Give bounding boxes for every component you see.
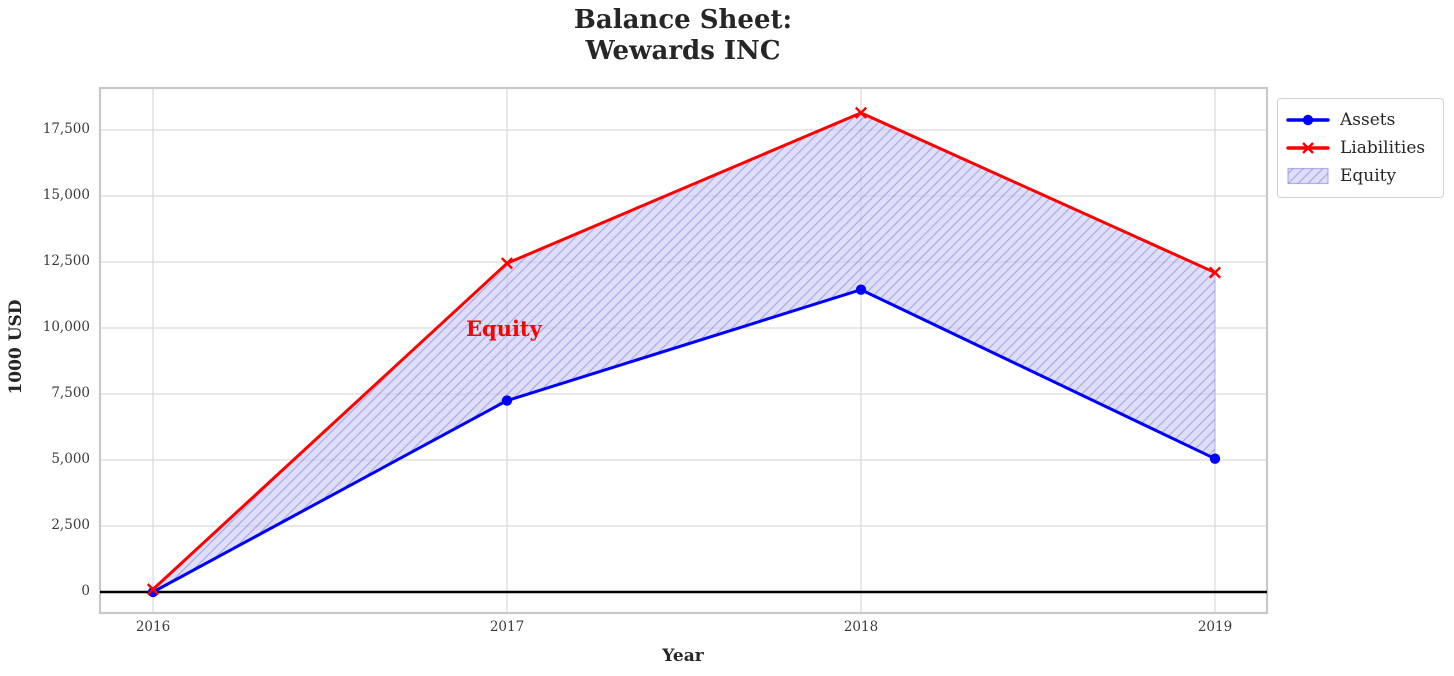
y-tick-label: 2,500 — [51, 517, 90, 533]
equity-fill-region — [152, 112, 1216, 593]
x-tick-label: 2016 — [135, 619, 171, 635]
y-tick-label: 15,000 — [42, 187, 90, 203]
x-axis-label: Year — [662, 646, 704, 666]
liabilities-marker-icon — [500, 257, 514, 270]
liabilities-marker-icon — [854, 106, 868, 119]
legend-label-assets: Assets — [1340, 110, 1396, 130]
chart-title: Balance Sheet: Wewards INC — [573, 5, 793, 66]
assets-marker-icon — [1209, 453, 1221, 464]
x-tick-label: 2018 — [843, 619, 879, 635]
equity-annotation: Equity — [466, 316, 542, 341]
y-axis-ticks: 0 2,500 5,000 7,500 10,000 12,500 15,000 17,500 — [0, 0, 90, 676]
assets-marker-icon — [147, 586, 159, 598]
y-tick-label: 17,500 — [42, 121, 90, 137]
legend: Assets Liabilities Equity — [1277, 98, 1444, 198]
y-tick-label: 12,500 — [42, 253, 90, 269]
assets-line-swatch-icon — [1286, 114, 1330, 126]
assets-marker-icon — [855, 284, 867, 295]
y-tick-label: 5,000 — [51, 451, 90, 467]
legend-item-assets: Assets — [1286, 106, 1435, 134]
legend-item-liabilities: Liabilities — [1286, 134, 1435, 162]
legend-item-equity: Equity — [1286, 162, 1435, 190]
liabilities-marker-icon — [146, 583, 160, 596]
liabilities-line-swatch-icon — [1286, 142, 1330, 154]
y-tick-label: 7,500 — [51, 385, 90, 401]
assets-line — [151, 288, 1217, 594]
liabilities-line — [151, 111, 1217, 591]
x-tick-label: 2017 — [489, 619, 525, 635]
axes-spines — [98, 86, 1269, 615]
y-tick-label: 0 — [81, 583, 90, 599]
legend-label-liabilities: Liabilities — [1340, 138, 1426, 158]
legend-label-equity: Equity — [1340, 166, 1397, 186]
assets-marker-icon — [501, 395, 513, 406]
liabilities-marker-icon — [1208, 266, 1222, 279]
x-tick-label: 2019 — [1197, 619, 1233, 635]
y-tick-label: 10,000 — [42, 319, 90, 335]
x-axis-ticks: 2016 2017 2018 2019 — [0, 619, 1454, 639]
equity-patch-swatch-icon — [1287, 167, 1329, 185]
